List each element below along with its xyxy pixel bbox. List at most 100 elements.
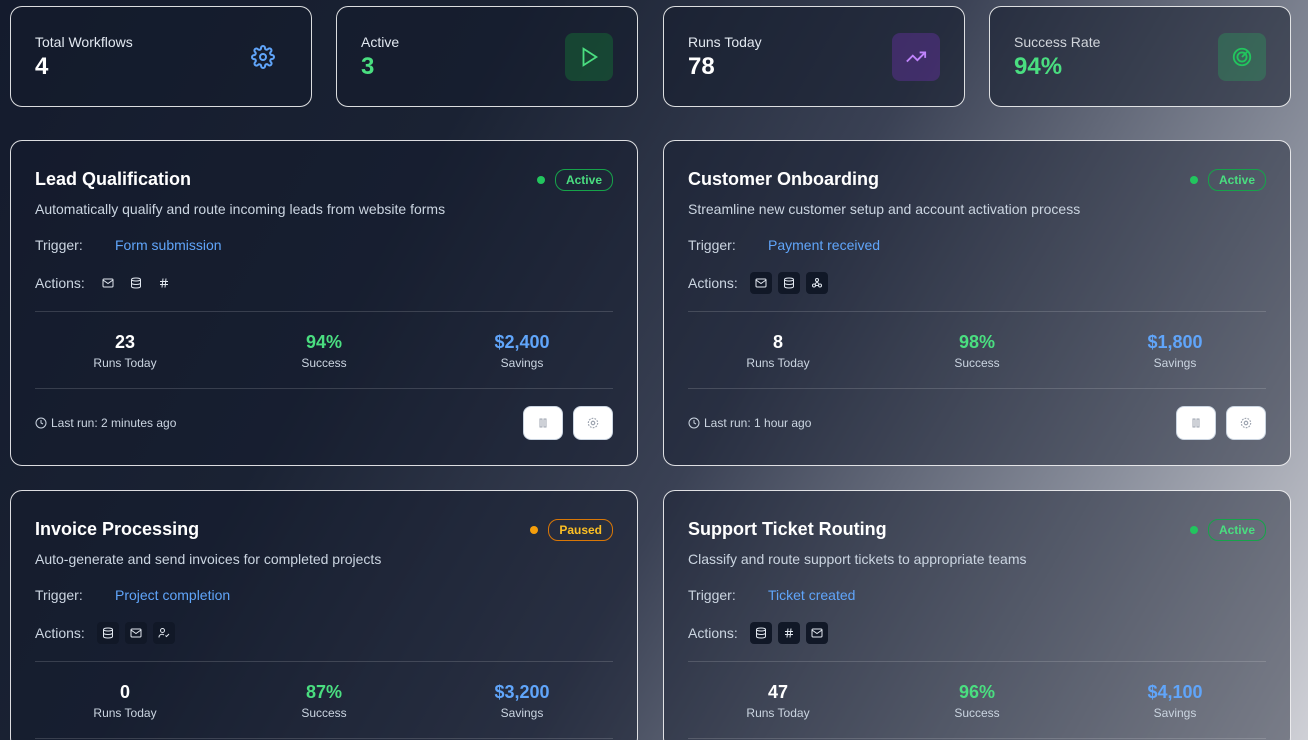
metric-value: 0 — [119, 682, 130, 702]
actions-label: Actions: — [688, 275, 738, 291]
trigger-value: Project completion — [115, 587, 231, 603]
actions-row: Actions: — [688, 622, 834, 644]
metric-savings: $3,200 Savings — [432, 682, 612, 720]
pause-button[interactable] — [1176, 406, 1216, 440]
trigger-label: Trigger: — [688, 587, 736, 603]
metric-success: 94% Success — [234, 332, 414, 370]
metric-label: Savings — [500, 356, 544, 370]
status-badge: Active — [1207, 169, 1266, 191]
metric-runs-today: 47 Runs Today — [688, 682, 868, 720]
stat-value: 94% — [1014, 53, 1063, 80]
metric-value: $3,200 — [494, 682, 550, 702]
stat-runs-today: Runs Today 78 — [663, 6, 965, 107]
workflow-metrics: 47 Runs Today 96% Success $4,100 Savings — [688, 661, 1266, 739]
actions-row: Actions: — [35, 622, 181, 644]
workflow-card-customer-onboarding[interactable]: Customer Onboarding Active Streamline ne… — [663, 140, 1291, 466]
settings-button[interactable] — [1226, 406, 1266, 440]
workflow-card-invoice-processing[interactable]: Invoice Processing Paused Auto-generate … — [10, 490, 638, 740]
workflow-metrics: 23 Runs Today 94% Success $2,400 Savings — [35, 311, 613, 389]
trigger-value: Form submission — [115, 237, 222, 253]
metric-success: 87% Success — [234, 682, 414, 720]
mail-icon — [125, 622, 147, 644]
status-badge: Paused — [548, 519, 613, 541]
gear-icon — [239, 33, 287, 81]
metric-savings: $2,400 Savings — [432, 332, 612, 370]
actions-row: Actions: — [35, 272, 181, 294]
workflow-title: Invoice Processing — [35, 519, 200, 539]
trigger-row: Trigger: Payment received — [688, 237, 880, 253]
trigger-row: Trigger: Form submission — [35, 237, 222, 253]
workflow-description: Auto-generate and send invoices for comp… — [35, 551, 382, 567]
metric-label: Success — [954, 706, 1000, 720]
trigger-label: Trigger: — [35, 237, 83, 253]
clock-icon — [688, 417, 700, 429]
status-indicator: Active — [1189, 519, 1266, 541]
metric-value: $4,100 — [1147, 682, 1203, 702]
target-icon — [1218, 33, 1266, 81]
status-dot — [536, 176, 545, 184]
metric-label: Success — [301, 356, 347, 370]
workflow-card-lead-qualification[interactable]: Lead Qualification Active Automatically … — [10, 140, 638, 466]
pause-button[interactable] — [523, 406, 563, 440]
metric-value: 94% — [305, 332, 343, 352]
metric-label: Success — [954, 356, 1000, 370]
status-dot — [530, 526, 539, 534]
workflow-metrics: 0 Runs Today 87% Success $3,200 Savings — [35, 661, 613, 739]
workflow-metrics: 8 Runs Today 98% Success $1,800 Savings — [688, 311, 1266, 389]
stat-label: Active — [361, 34, 400, 50]
metric-value: 8 — [772, 332, 783, 352]
status-indicator: Paused — [530, 519, 613, 541]
stat-value: 78 — [688, 53, 715, 80]
workflow-title: Customer Onboarding — [688, 169, 880, 189]
metric-runs-today: 23 Runs Today — [35, 332, 215, 370]
metric-label: Runs Today — [746, 356, 810, 370]
metric-value: $1,800 — [1147, 332, 1203, 352]
pause-icon — [539, 418, 547, 428]
trending-up-icon — [892, 33, 940, 81]
settings-button[interactable] — [573, 406, 613, 440]
metric-value: 96% — [958, 682, 996, 702]
database-icon — [97, 622, 119, 644]
workflow-card-support-ticket-routing[interactable]: Support Ticket Routing Active Classify a… — [663, 490, 1291, 740]
stat-value: 4 — [35, 53, 49, 80]
clock-icon — [35, 417, 47, 429]
last-run-text: Last run: 1 hour ago — [704, 416, 812, 430]
database-icon — [125, 272, 147, 294]
metric-savings: $1,800 Savings — [1085, 332, 1265, 370]
stat-value: 3 — [361, 53, 375, 80]
trigger-value: Payment received — [768, 237, 881, 253]
gear-icon — [1240, 417, 1252, 429]
status-dot — [1189, 526, 1198, 534]
status-indicator: Active — [536, 169, 613, 191]
stat-total-workflows: Total Workflows 4 — [10, 6, 312, 107]
trigger-value: Ticket created — [768, 587, 856, 603]
metric-label: Savings — [1153, 356, 1197, 370]
metric-value: 98% — [958, 332, 996, 352]
trigger-label: Trigger: — [688, 237, 736, 253]
metric-label: Runs Today — [93, 706, 157, 720]
metric-savings: $4,100 Savings — [1085, 682, 1265, 720]
actions-row: Actions: — [688, 272, 834, 294]
user-check-icon — [153, 622, 175, 644]
workflow-title: Support Ticket Routing — [688, 519, 887, 539]
metric-runs-today: 0 Runs Today — [35, 682, 215, 720]
workflow-title: Lead Qualification — [35, 169, 192, 189]
workflow-description: Automatically qualify and route incoming… — [35, 201, 446, 217]
database-icon — [778, 272, 800, 294]
last-run: Last run: 2 minutes ago — [35, 416, 176, 430]
trigger-row: Trigger: Ticket created — [688, 587, 855, 603]
actions-label: Actions: — [35, 275, 85, 291]
hash-icon — [153, 272, 175, 294]
workflow-description: Streamline new customer setup and accoun… — [688, 201, 1081, 217]
metric-success: 96% Success — [887, 682, 1067, 720]
hash-icon — [778, 622, 800, 644]
stat-label: Success Rate — [1014, 34, 1101, 50]
gear-icon — [587, 417, 599, 429]
metric-success: 98% Success — [887, 332, 1067, 370]
stat-active: Active 3 — [336, 6, 638, 107]
status-indicator: Active — [1189, 169, 1266, 191]
metric-label: Success — [301, 706, 347, 720]
trigger-row: Trigger: Project completion — [35, 587, 230, 603]
metric-value: 87% — [305, 682, 343, 702]
status-dot — [1189, 176, 1198, 184]
